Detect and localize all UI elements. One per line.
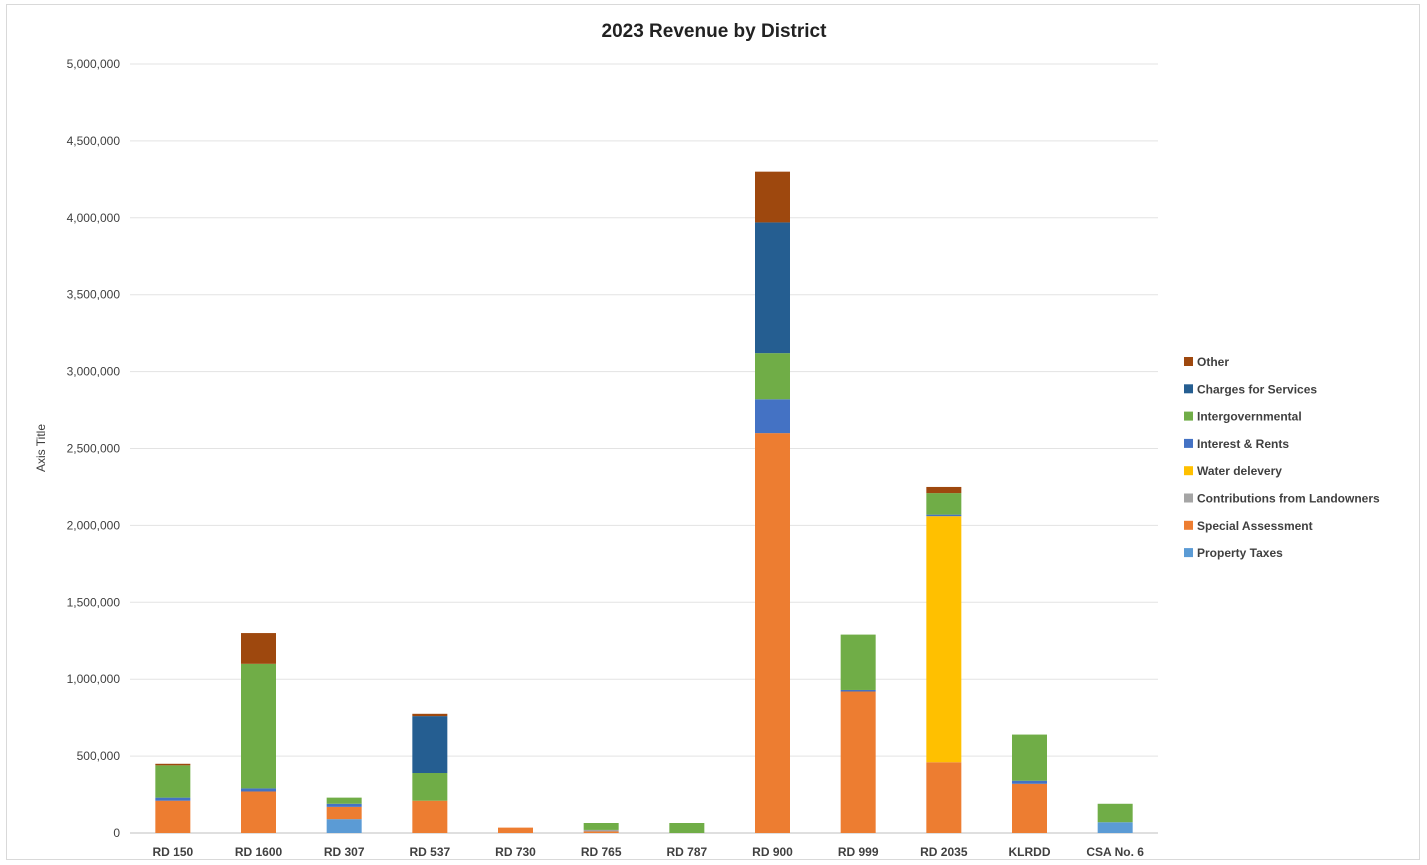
bar-segment (755, 353, 790, 400)
bar-segment (241, 633, 276, 664)
y-tick-label: 0 (113, 826, 120, 840)
bar-segment (326, 806, 362, 820)
bar-segment (926, 514, 962, 517)
bar-segment (1097, 803, 1133, 823)
legend-entry: Water delevery (1197, 464, 1282, 478)
legend-entry: Property Taxes (1197, 546, 1283, 560)
y-tick-label: 500,000 (77, 749, 121, 763)
bar-segment (155, 797, 191, 801)
x-tick-label: KLRDD (1009, 845, 1051, 859)
bar-segment (1097, 822, 1133, 833)
legend-entry: Intergovernmental (1197, 410, 1302, 424)
x-axis-ticks: RD 150 RD 1600 RD 307 RD 537 RD 730 RD 765 RD … (152, 845, 1144, 859)
legend-swatch (1184, 384, 1193, 394)
legend-swatch (1184, 493, 1193, 503)
x-tick-label: RD 1600 (235, 845, 283, 859)
y-tick-label: 3,000,000 (67, 365, 121, 379)
x-tick-label: RD 307 (324, 845, 365, 859)
y-tick-label: 4,000,000 (67, 211, 121, 225)
x-tick-label: RD 787 (666, 845, 707, 859)
y-tick-label: 4,500,000 (67, 134, 121, 148)
bar-segment (155, 765, 191, 798)
legend-swatch (1184, 466, 1193, 476)
bar-segment (412, 713, 448, 717)
bar-segment (326, 803, 362, 807)
y-tick-label: 1,500,000 (67, 595, 121, 609)
bar-segment (155, 763, 191, 766)
x-tick-label: RD 150 (152, 845, 193, 859)
y-axis-title: Axis Title (34, 424, 48, 472)
x-tick-label: RD 730 (495, 845, 536, 859)
bar-segment (755, 171, 790, 223)
bar-segment (412, 716, 448, 774)
bar-segment (1012, 783, 1047, 833)
bar-segment (1012, 734, 1047, 781)
legend-entry: Other (1197, 355, 1229, 369)
bar-segment (926, 486, 962, 494)
x-tick-label: RD 2035 (920, 845, 968, 859)
bars (155, 171, 1133, 833)
legend-swatch (1184, 411, 1193, 421)
bar-segment (669, 823, 705, 833)
gridlines (130, 63, 1158, 834)
y-axis-ticks: 0 500,000 1,000,000 1,500,000 2,000,000 2,500… (67, 57, 121, 840)
bar-segment (926, 493, 962, 515)
y-tick-label: 3,500,000 (67, 288, 121, 302)
legend-entry: Contributions from Landowners (1197, 492, 1380, 506)
bar-segment (241, 791, 276, 833)
bar-segment (583, 823, 619, 830)
y-tick-label: 5,000,000 (67, 57, 121, 71)
legend-entry: Interest & Rents (1197, 437, 1289, 451)
x-tick-label: RD 900 (752, 845, 793, 859)
bar-segment (326, 819, 362, 833)
bar-segment (583, 829, 619, 832)
legend-swatch (1184, 357, 1193, 366)
bar-segment (241, 663, 276, 789)
x-tick-label: RD 537 (409, 845, 450, 859)
y-tick-label: 2,000,000 (67, 518, 121, 532)
bar-segment (498, 827, 533, 833)
bar-segment (755, 399, 790, 434)
legend-swatch (1184, 520, 1193, 530)
legend-swatch (1184, 438, 1193, 448)
bar-segment (1012, 780, 1047, 784)
bar-segment (326, 797, 362, 804)
bar-segment (155, 800, 191, 833)
x-tick-label: RD 999 (838, 845, 879, 859)
bar-segment (926, 762, 962, 833)
bar-segment (840, 634, 876, 690)
legend-entry: Special Assessment (1197, 519, 1313, 533)
bar-segment (926, 516, 962, 763)
x-tick-label: CSA No. 6 (1086, 845, 1144, 859)
bar-segment (755, 433, 790, 833)
bar-segment (840, 691, 876, 833)
y-tick-label: 1,000,000 (67, 672, 121, 686)
bar-segment (241, 788, 276, 792)
x-tick-label: RD 765 (581, 845, 622, 859)
legend: Other Charges for Services Intergovernment… (1184, 355, 1380, 560)
legend-swatch (1184, 548, 1193, 558)
chart-title: 2023 Revenue by District (602, 21, 828, 42)
legend-entry: Charges for Services (1197, 382, 1317, 396)
bar-segment (755, 222, 790, 354)
y-tick-label: 2,500,000 (67, 442, 121, 456)
bar-segment (840, 689, 876, 692)
bar-segment (412, 773, 448, 801)
bar-segment (583, 831, 619, 833)
bar-segment (412, 800, 448, 833)
